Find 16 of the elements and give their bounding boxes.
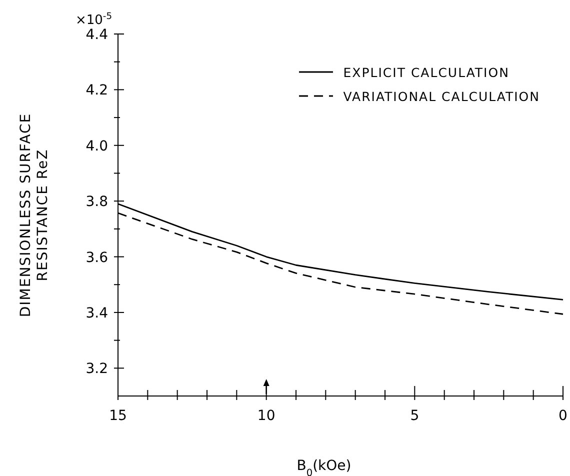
x-tick-label: 10 [257,408,276,424]
text: ×10$^{-5}$ [75,12,112,28]
y-tick-label: 3.8 [86,194,108,210]
y-tick-label: 3.4 [86,305,108,322]
x-tick-label: 5 [410,408,420,424]
y-tick-label: 4.2 [86,82,108,99]
x-tick-label: 15 [109,408,127,424]
y-axis-title: DIMENSIONLESS SURFACE RESISTANCE ReZ [18,112,51,318]
y-tick-label: 3.6 [86,250,108,266]
y-tick-label: 4.0 [86,138,108,154]
x-axis-title: B$_{0}$(kOe) [296,458,352,476]
y-tick-label: 4.4 [86,27,108,43]
x-tick-label: 0 [558,408,568,424]
y-tick-label: 3.2 [86,361,108,378]
legend-label: VARIATIONAL CALCULATION [343,88,540,104]
legend-label: EXPLICIT CALCULATION [343,64,510,80]
